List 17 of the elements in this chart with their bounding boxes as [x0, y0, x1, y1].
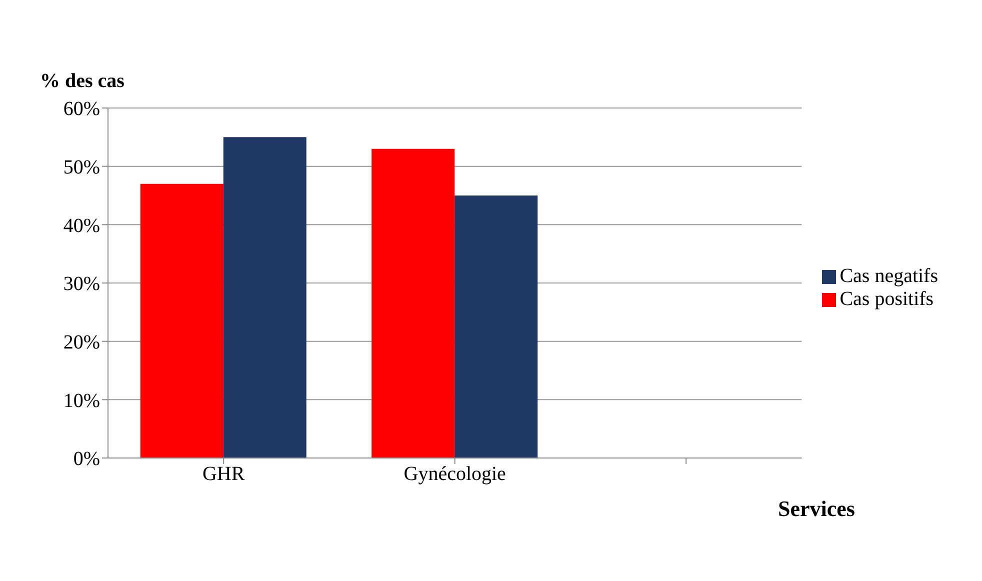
x-tick-label: GHR: [202, 463, 246, 486]
bar: [223, 137, 306, 458]
y-tick-label: 20%: [63, 331, 100, 354]
y-tick-label: 40%: [63, 214, 100, 237]
y-tick-label: 50%: [63, 156, 100, 178]
legend-label: Cas negatifs: [840, 265, 938, 287]
bar: [140, 184, 224, 458]
y-tick-label: 10%: [63, 390, 100, 412]
bar: [454, 196, 538, 458]
y-tick-label: 60%: [63, 98, 100, 120]
x-tick-label: Gynécologie: [404, 463, 506, 486]
y-tick-label: 0%: [73, 448, 100, 470]
y-axis-title: % des cas: [40, 70, 124, 93]
legend-label: Cas positifs: [840, 288, 934, 310]
y-tick-label: 30%: [63, 273, 100, 296]
bar: [372, 148, 455, 458]
x-axis-title: Services: [778, 496, 855, 522]
